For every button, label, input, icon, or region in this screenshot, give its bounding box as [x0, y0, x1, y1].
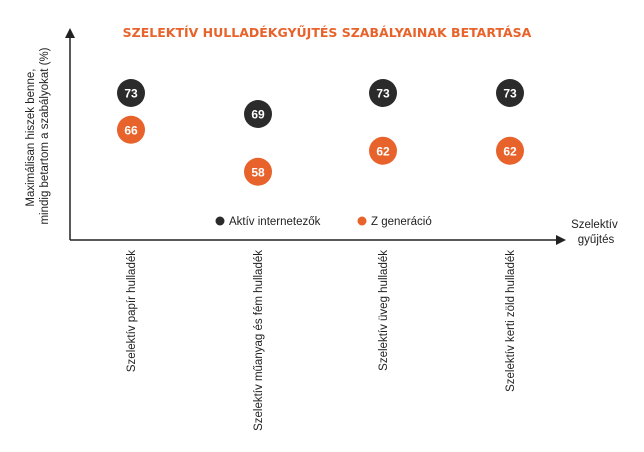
data-point-z-generacio: 58 [244, 157, 272, 186]
x-tick-label: Szelektív üveg hulladék [378, 250, 390, 371]
data-point-marker [117, 115, 145, 144]
data-point-aktiv-internetezok: 73 [496, 79, 524, 107]
legend-marker-z-generacio [357, 216, 367, 226]
data-point-marker [496, 79, 524, 107]
data-point-marker [369, 136, 397, 165]
data-label: 66 [124, 123, 138, 137]
data-point-z-generacio: 66 [117, 115, 145, 144]
data-point-aktiv-internetezok: 73 [369, 79, 397, 107]
data-point-z-generacio: 62 [369, 136, 397, 165]
legend-label-z-generacio: Z generáció [371, 216, 432, 228]
data-point-marker [244, 157, 272, 186]
legend-label-aktiv-internetezok: Aktív internetezők [229, 216, 321, 228]
axes [65, 28, 566, 245]
y-axis-label: Maximálisan hiszek benne, mindig betarto… [25, 47, 51, 224]
data-label: 62 [376, 144, 390, 158]
data-point-marker [496, 136, 524, 165]
y-axis-arrow [65, 28, 75, 38]
data-point-aktiv-internetezok: 69 [244, 100, 272, 128]
chart-title: SZELEKTÍV HULLADÉKGYŰJTÉS SZABÁLYAINAK B… [123, 25, 532, 40]
y-axis-label-line-2: mindig betartom a szabályokat (%) [39, 47, 51, 224]
x-axis-label-line-1: Szelektív [571, 219, 618, 231]
x-tick-labels: Szelektív papír hulladék Szelektív műanya… [126, 250, 517, 431]
data-label: 73 [503, 87, 517, 101]
data-point-aktiv-internetezok: 73 [117, 79, 145, 107]
legend: Aktív internetezők Z generáció [215, 216, 432, 228]
data-label: 62 [503, 144, 517, 158]
x-tick-label: Szelektív papír hulladék [126, 250, 138, 372]
data-label: 73 [376, 87, 390, 101]
data-point-z-generacio: 62 [496, 136, 524, 165]
data-point-marker [369, 79, 397, 107]
data-point-marker [117, 79, 145, 107]
data-points: 73 69 73 73 66 58 62 62 [117, 79, 524, 186]
x-tick-label: Szelektív kerti zöld hulladék [505, 250, 517, 392]
x-axis-label: Szelektív gyűjtés [571, 219, 621, 246]
data-label: 58 [251, 165, 265, 179]
data-label: 69 [251, 108, 265, 122]
data-label: 73 [124, 87, 138, 101]
data-point-marker [244, 100, 272, 128]
legend-marker-aktiv-internetezok [215, 216, 225, 226]
x-tick-label: Szelektív műanyag és fém hulladék [253, 250, 265, 431]
x-axis-arrow [556, 235, 566, 245]
y-axis-label-line-1: Maximálisan hiszek benne, [25, 69, 37, 207]
x-axis-label-line-2: gyűjtés [578, 234, 615, 246]
